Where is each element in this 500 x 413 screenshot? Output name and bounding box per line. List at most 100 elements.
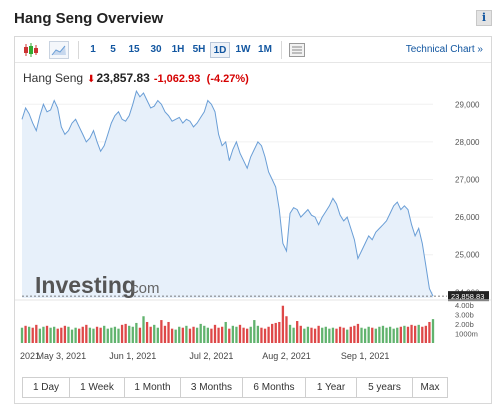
range-1-day[interactable]: 1 Day (23, 378, 70, 397)
volume-bar (213, 324, 217, 343)
volume-bar (346, 329, 349, 343)
volume-bar (428, 321, 431, 343)
volume-bar (231, 325, 235, 343)
y-tick-label: 26,000 (455, 213, 480, 222)
technical-chart-link[interactable]: Technical Chart » (405, 44, 483, 55)
volume-bar (188, 328, 192, 343)
volume-bar (246, 328, 249, 343)
price-area (22, 91, 433, 298)
range-5-years[interactable]: 5 years (357, 378, 413, 397)
volume-bar (74, 327, 77, 343)
volume-bar (195, 327, 199, 343)
volume-bar (238, 324, 242, 343)
volume-bar (292, 327, 295, 343)
volume-bar (49, 327, 52, 343)
interval-1w[interactable]: 1W (235, 44, 251, 55)
volume-bar (142, 316, 145, 343)
interval-5[interactable]: 5 (110, 44, 116, 55)
volume-bar (228, 328, 231, 343)
y-tick-label: 29,000 (455, 100, 480, 109)
instrument-name: Hang Seng (23, 71, 84, 85)
range-1-month[interactable]: 1 Month (125, 378, 181, 397)
interval-30[interactable]: 30 (150, 44, 162, 55)
volume-bar (56, 328, 59, 343)
interval-1m[interactable]: 1M (258, 44, 272, 55)
volume-bar (63, 325, 67, 343)
range-1-week[interactable]: 1 Week (70, 378, 125, 397)
watermark-logo: Investing (35, 272, 136, 298)
watermark-suffix: .com (127, 280, 160, 297)
y-tick-label: 27,000 (455, 176, 480, 185)
volume-bar (35, 324, 38, 343)
volume-bar (392, 328, 395, 343)
x-tick-label: Jul 2, 2021 (189, 351, 233, 361)
chart-toolbar: 1 5 15 30 1H 5H 1D 1W 1M Technical Chart… (15, 37, 491, 63)
y-tick-label: 28,000 (455, 138, 480, 147)
toolbar-divider (281, 41, 282, 59)
volume-bar (288, 324, 292, 343)
x-tick-label: 2021 (20, 351, 40, 361)
volume-bar (431, 319, 435, 343)
volume-bar (60, 327, 63, 343)
interval-1h[interactable]: 1H (171, 44, 185, 55)
volume-bar (410, 324, 413, 343)
interval-5h[interactable]: 5H (192, 44, 206, 55)
volume-bar (367, 326, 370, 343)
volume-bar (303, 328, 306, 343)
candlestick-chart-icon[interactable] (21, 41, 41, 59)
last-price-tag-label: 23,858.83 (451, 292, 484, 301)
area-chart-icon[interactable] (49, 41, 69, 59)
toolbar-divider (78, 41, 79, 59)
range-6-months[interactable]: 6 Months (243, 378, 306, 397)
quote-line: Hang Seng ⬇23,857.83 -1,062.93 (-4.27%) (23, 71, 249, 85)
table-view-icon[interactable] (287, 41, 307, 59)
volume-axis-label: 2.00b (455, 320, 474, 329)
volume-bar (92, 328, 95, 343)
interval-1[interactable]: 1 (90, 44, 96, 55)
chart-widget: 1 5 15 30 1H 5H 1D 1W 1M Technical Chart… (14, 36, 492, 404)
volume-bar (271, 323, 274, 343)
volume-bar (317, 325, 320, 343)
volume-bar (131, 326, 134, 343)
x-tick-label: Jun 1, 2021 (109, 351, 156, 361)
volume-bar (321, 327, 324, 343)
volume-axis-label: 4.00b (455, 301, 474, 310)
volume-bar (138, 327, 142, 343)
volume-axis-label: 3.00b (455, 310, 474, 319)
volume-bar (242, 327, 245, 343)
volume-bar (224, 321, 227, 343)
volume-bar (42, 326, 45, 343)
volume-bar (199, 323, 202, 343)
range-1-year[interactable]: 1 Year (306, 378, 357, 397)
price-change: -1,062.93 (153, 73, 201, 85)
volume-bar (260, 327, 263, 343)
volume-bar (217, 327, 220, 343)
volume-bar (281, 305, 285, 343)
interval-1d[interactable]: 1D (210, 42, 230, 58)
interval-15[interactable]: 15 (128, 44, 140, 55)
volume-bar (313, 328, 317, 343)
volume-bar (145, 321, 149, 343)
volume-bar (378, 326, 381, 343)
volume-bar (374, 328, 377, 343)
price-line (21, 89, 434, 297)
volume-bar (117, 328, 120, 343)
volume-bar (385, 327, 388, 343)
volume-bar (120, 324, 124, 343)
info-icon[interactable]: i (476, 10, 492, 26)
last-price-tag (448, 291, 489, 302)
range-3-months[interactable]: 3 Months (181, 378, 243, 397)
volume-bar (335, 328, 338, 343)
volume-bar (296, 321, 299, 343)
range-max[interactable]: Max (413, 378, 447, 397)
volume-bar (413, 325, 417, 343)
volume-bar (135, 322, 138, 343)
volume-bar (153, 324, 156, 343)
volume-bar (310, 327, 313, 343)
volume-bar (396, 327, 399, 343)
volume-bar (267, 326, 270, 343)
time-range-selector: 1 Day 1 Week 1 Month 3 Months 6 Months 1… (22, 377, 448, 398)
volume-bar (192, 326, 195, 343)
volume-bar (78, 328, 81, 343)
volume-bar (421, 326, 424, 343)
